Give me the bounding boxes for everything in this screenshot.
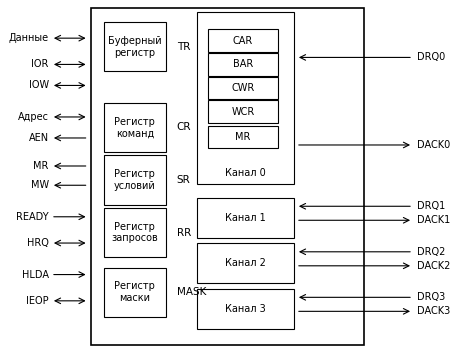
Text: TR: TR [177, 42, 190, 52]
FancyBboxPatch shape [104, 155, 166, 204]
Text: Адрес: Адрес [18, 112, 49, 122]
Text: MR: MR [235, 132, 251, 142]
Text: Данные: Данные [9, 33, 49, 43]
FancyBboxPatch shape [104, 268, 166, 317]
FancyBboxPatch shape [208, 53, 278, 76]
FancyBboxPatch shape [196, 198, 294, 238]
Text: Регистр
маски: Регистр маски [114, 281, 155, 303]
FancyBboxPatch shape [196, 288, 294, 329]
FancyBboxPatch shape [196, 243, 294, 283]
Text: HLDA: HLDA [22, 270, 49, 280]
Text: CWR: CWR [231, 83, 255, 93]
Text: Канал 1: Канал 1 [225, 213, 266, 223]
Text: DRQ2: DRQ2 [417, 247, 446, 257]
Text: IEOP: IEOP [26, 296, 49, 306]
Text: WCR: WCR [231, 107, 255, 116]
Text: CAR: CAR [233, 36, 253, 46]
FancyBboxPatch shape [208, 77, 278, 100]
Text: DACK1: DACK1 [417, 215, 451, 225]
Text: IOR: IOR [31, 59, 49, 70]
FancyBboxPatch shape [208, 29, 278, 52]
FancyBboxPatch shape [208, 126, 278, 149]
FancyBboxPatch shape [196, 12, 294, 184]
Text: Регистр
команд: Регистр команд [114, 117, 155, 138]
Text: MW: MW [31, 180, 49, 190]
Text: SR: SR [177, 175, 190, 185]
Text: Канал 0: Канал 0 [225, 168, 266, 178]
Text: CR: CR [177, 122, 191, 132]
Text: Канал 2: Канал 2 [225, 258, 266, 268]
FancyBboxPatch shape [91, 8, 364, 345]
FancyBboxPatch shape [104, 208, 166, 257]
Text: READY: READY [16, 212, 49, 222]
Text: RR: RR [177, 228, 191, 238]
Text: DACK3: DACK3 [417, 306, 451, 316]
FancyBboxPatch shape [208, 100, 278, 123]
Text: DRQ1: DRQ1 [417, 201, 446, 211]
Text: DRQ3: DRQ3 [417, 292, 446, 302]
Text: Буферный
регистр: Буферный регистр [108, 36, 162, 58]
Text: Регистр
условий: Регистр условий [114, 169, 156, 191]
Text: AEN: AEN [28, 133, 49, 143]
Text: DRQ0: DRQ0 [417, 53, 446, 62]
FancyBboxPatch shape [104, 103, 166, 152]
Text: BAR: BAR [233, 59, 253, 69]
FancyBboxPatch shape [104, 22, 166, 71]
Text: Регистр
запросов: Регистр запросов [112, 222, 158, 243]
Text: Канал 3: Канал 3 [225, 304, 266, 314]
Text: HRQ: HRQ [27, 238, 49, 248]
Text: DACK0: DACK0 [417, 140, 451, 150]
Text: IOW: IOW [28, 80, 49, 90]
Text: MASK: MASK [177, 287, 206, 297]
Text: DACK2: DACK2 [417, 261, 451, 271]
Text: MR: MR [34, 161, 49, 171]
